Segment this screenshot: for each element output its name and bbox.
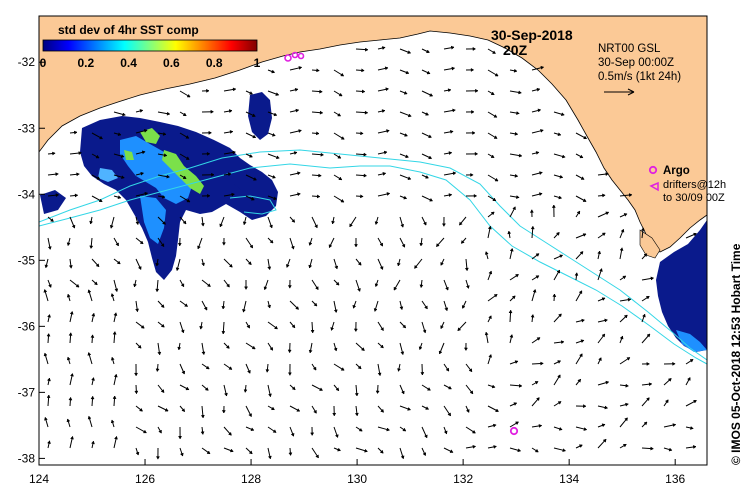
x-tick-label: 132	[453, 472, 473, 486]
drifter-label-2: to 30/09 00Z	[663, 192, 725, 204]
y-tick-label: -35	[18, 253, 36, 267]
colorbar-gradient	[43, 40, 257, 51]
map-time: 20Z	[503, 42, 528, 58]
model-info-3: 0.5m/s (1kt 24h)	[598, 71, 681, 83]
x-tick-label: 134	[559, 472, 579, 486]
y-tick-label: -34	[18, 187, 36, 201]
credit-text: © IMOS 05-Oct-2018 12:53 Hobart Time	[729, 243, 743, 465]
x-tick-label: 124	[29, 472, 49, 486]
model-info-2: 30-Sep 00:00Z	[598, 57, 674, 69]
colorbar-tick-label: 0.8	[206, 56, 223, 70]
drifter-label-1: drifters@12h	[663, 179, 726, 191]
y-tick-label: -37	[18, 385, 36, 399]
colorbar-tick-label: 0.2	[77, 56, 94, 70]
x-tick-label: 128	[241, 472, 261, 486]
colorbar-title: std dev of 4hr SST comp	[58, 23, 199, 37]
colorbar-tick-label: 0	[40, 56, 47, 70]
colorbar-tick-label: 0.4	[120, 56, 137, 70]
colorbar-tick-label: 0.6	[163, 56, 180, 70]
x-tick-label: 130	[347, 472, 367, 486]
y-tick-label: -36	[18, 319, 36, 333]
map-date: 30-Sep-2018	[491, 27, 573, 43]
y-tick-label: -32	[18, 55, 36, 69]
x-tick-label: 126	[135, 472, 155, 486]
y-tick-label: -33	[18, 121, 36, 135]
model-info-1: NRT00 GSL	[598, 43, 661, 55]
x-tick-label: 136	[665, 472, 685, 486]
y-tick-label: -38	[18, 451, 36, 465]
argo-label: Argo	[663, 165, 690, 177]
colorbar-tick-label: 1	[254, 56, 261, 70]
